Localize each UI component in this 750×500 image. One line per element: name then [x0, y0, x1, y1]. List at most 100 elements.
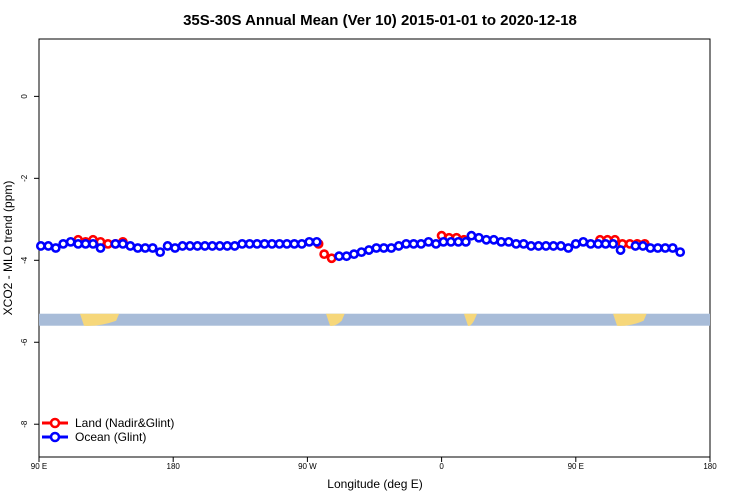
ocean-point — [259, 239, 270, 249]
ocean-point — [349, 249, 359, 260]
chart-title: 35S-30S Annual Mean (Ver 10) 2015-01-01 … — [183, 12, 577, 29]
ocean-point — [645, 243, 656, 253]
land-patch — [326, 313, 345, 326]
ocean-point — [237, 239, 248, 249]
ocean-point — [185, 241, 195, 251]
legend-ocean-marker — [49, 431, 61, 443]
ocean-point — [541, 241, 551, 251]
x-axis: 90 E 180 90 W 0 90 E 180 — [31, 457, 717, 471]
ocean-point — [88, 239, 98, 249]
ocean-point — [281, 239, 292, 249]
ocean-point — [170, 243, 180, 253]
land-point — [103, 239, 113, 249]
ocean-point — [43, 241, 54, 251]
x-axis-title: Longitude (deg E) — [327, 477, 422, 491]
ocean-point — [73, 239, 84, 249]
ocean-point — [274, 239, 285, 249]
ocean-point — [518, 239, 529, 249]
ocean-point — [304, 236, 315, 247]
ocean-point — [364, 245, 374, 255]
ocean-point — [488, 234, 499, 245]
legend: Land (Nadir&Glint) Ocean (Glint) — [42, 416, 174, 444]
ocean-point — [533, 241, 544, 251]
y-tick-label: -2 — [20, 174, 29, 182]
ocean-point — [667, 243, 678, 253]
x-tick-label: 90 E — [31, 462, 47, 471]
ocean-point — [466, 230, 477, 241]
ocean-point — [177, 241, 188, 251]
ocean-point — [460, 236, 471, 247]
ocean-point — [341, 251, 352, 262]
x-tick-label: 0 — [439, 462, 444, 471]
ocean-point — [453, 236, 464, 247]
ocean-point — [132, 243, 143, 253]
ocean-point — [207, 241, 218, 251]
ocean-point — [630, 241, 641, 251]
series-ocean — [35, 230, 686, 262]
y-axis: 0 -2 -4 -6 -8 — [20, 94, 39, 428]
ocean-point — [356, 247, 367, 257]
ocean-point — [608, 239, 618, 249]
ocean-point — [117, 239, 128, 249]
ocean-point — [526, 241, 536, 251]
ocean-point — [95, 243, 106, 253]
ocean-point — [570, 239, 581, 249]
legend-land-marker — [49, 417, 61, 429]
ocean-point — [652, 243, 663, 253]
ocean-point — [496, 236, 507, 247]
ocean-point — [289, 239, 300, 249]
ocean-point — [155, 247, 166, 257]
ocean-point — [473, 232, 484, 243]
ocean-point — [110, 239, 121, 249]
ocean-point — [199, 241, 210, 251]
ocean-point — [140, 243, 151, 253]
ocean-point — [563, 243, 574, 253]
ocean-point — [511, 239, 522, 249]
legend-land-label: Land (Nadir&Glint) — [75, 416, 174, 430]
ocean-point — [593, 239, 604, 249]
land-patch — [463, 313, 478, 326]
ocean-point — [244, 239, 255, 249]
x-tick-label: 90 E — [568, 462, 584, 471]
ocean-point — [438, 236, 449, 247]
ocean-point — [481, 234, 492, 245]
x-tick-label: 90 W — [298, 462, 317, 471]
ocean-point — [386, 243, 397, 253]
ocean-point — [80, 239, 91, 249]
ocean-band — [39, 313, 710, 326]
y-tick-label: -6 — [20, 338, 29, 346]
ocean-point — [334, 251, 344, 262]
ocean-point — [423, 236, 434, 247]
ocean-point — [675, 247, 686, 257]
ocean-point — [192, 241, 203, 251]
ocean-point — [267, 239, 277, 249]
ocean-point — [615, 245, 626, 255]
x-tick-label: 180 — [703, 462, 717, 471]
land-point — [326, 253, 337, 264]
ocean-point — [503, 236, 514, 247]
land-patch — [80, 313, 120, 326]
ocean-point — [555, 241, 566, 251]
ocean-point — [585, 239, 596, 249]
legend-ocean-label: Ocean (Glint) — [75, 430, 146, 444]
ocean-point — [296, 239, 307, 249]
ocean-point — [393, 241, 404, 251]
ocean-point — [229, 241, 240, 251]
ocean-point — [600, 239, 611, 249]
ocean-point — [35, 241, 46, 251]
ocean-point — [378, 243, 389, 253]
ocean-point — [311, 236, 322, 247]
x-tick-label: 180 — [167, 462, 181, 471]
ocean-point — [371, 243, 382, 253]
series-layer — [35, 230, 686, 264]
land-ocean-strip — [39, 313, 710, 326]
land-patch — [613, 313, 647, 326]
ocean-point — [408, 239, 419, 249]
ocean-point — [65, 236, 76, 247]
ocean-point — [50, 243, 61, 253]
ocean-point — [58, 239, 69, 249]
y-tick-label: 0 — [20, 94, 29, 99]
ocean-point — [125, 241, 136, 251]
ocean-point — [638, 241, 648, 251]
